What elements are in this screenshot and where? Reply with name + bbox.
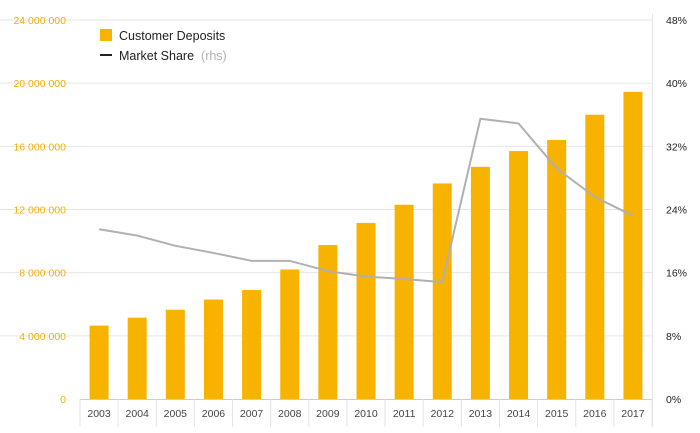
x-tick-label: 2012	[431, 408, 455, 420]
y-left-tick-label: 12 000 000	[13, 205, 66, 217]
x-tick-label: 2014	[507, 408, 531, 420]
y-left-tick-label: 4 000 000	[19, 331, 66, 343]
legend-label-market-share: Market Share	[119, 49, 194, 63]
y-left-tick-label: 16 000 000	[13, 141, 66, 153]
y-right-tick-label: 48%	[666, 15, 687, 27]
y-left-tick-label: 0	[60, 394, 66, 406]
bar	[585, 114, 605, 399]
bar	[318, 245, 338, 399]
x-tick-label: 2007	[240, 408, 264, 420]
x-axis: 2003 2004 2005 2006 2007 2008 2009 2010 2011 2012…	[79, 14, 653, 427]
x-tick-label: 2004	[126, 408, 150, 420]
x-tick-label: 2009	[316, 408, 340, 420]
y-left-tick-label: 24 000 000	[13, 15, 66, 27]
x-tick-label: 2005	[164, 408, 188, 420]
bar	[280, 269, 300, 399]
bar	[547, 140, 567, 399]
bar-series-customer-deposits	[89, 91, 643, 399]
bar	[394, 204, 414, 399]
bar	[470, 166, 490, 399]
bar	[165, 309, 185, 399]
bar	[356, 222, 376, 399]
y-right-tick-label: 32%	[666, 141, 687, 153]
bar	[127, 317, 147, 399]
market-share-line	[98, 117, 634, 284]
y-right-tick-label: 24%	[666, 205, 687, 217]
x-tick-label: 2011	[393, 408, 416, 420]
legend-label-customer-deposits: Customer Deposits	[119, 29, 225, 43]
line-series-market-share	[98, 117, 634, 284]
x-tick-label: 2010	[354, 408, 378, 420]
legend-label-market-share-group: Market Share (rhs)	[119, 47, 227, 64]
x-tick-label: 2016	[583, 408, 607, 420]
x-tick-label: 2013	[469, 408, 493, 420]
x-tick-label: 2003	[87, 408, 111, 420]
x-tick-label: 2008	[278, 408, 302, 420]
legend-label-rhs: (rhs)	[201, 49, 227, 63]
y-right-tick-label: 8%	[666, 331, 681, 343]
y-axis-left: 0 4 000 000 8 000 000 12 000 000 16 000 000 2…	[13, 15, 66, 406]
y-axis-right: 0% 8% 16% 24% 32% 40% 48%	[666, 15, 687, 406]
x-tick-label: 2006	[202, 408, 226, 420]
bar	[623, 91, 643, 399]
y-left-tick-label: 8 000 000	[19, 268, 66, 280]
legend-swatch-customer-deposits	[100, 29, 112, 41]
bar	[432, 183, 452, 399]
x-tick-label: 2015	[545, 408, 569, 420]
x-tick-label: 2017	[621, 408, 645, 420]
bar	[203, 299, 223, 399]
y-right-tick-label: 16%	[666, 268, 687, 280]
y-right-tick-label: 0%	[666, 394, 681, 406]
legend: Customer Deposits Market Share (rhs)	[100, 29, 227, 64]
bar	[89, 325, 109, 399]
gridlines	[0, 19, 652, 337]
y-right-tick-label: 40%	[666, 78, 687, 90]
y-left-tick-label: 20 000 000	[13, 78, 66, 90]
bar	[242, 290, 262, 399]
bar	[509, 151, 529, 399]
